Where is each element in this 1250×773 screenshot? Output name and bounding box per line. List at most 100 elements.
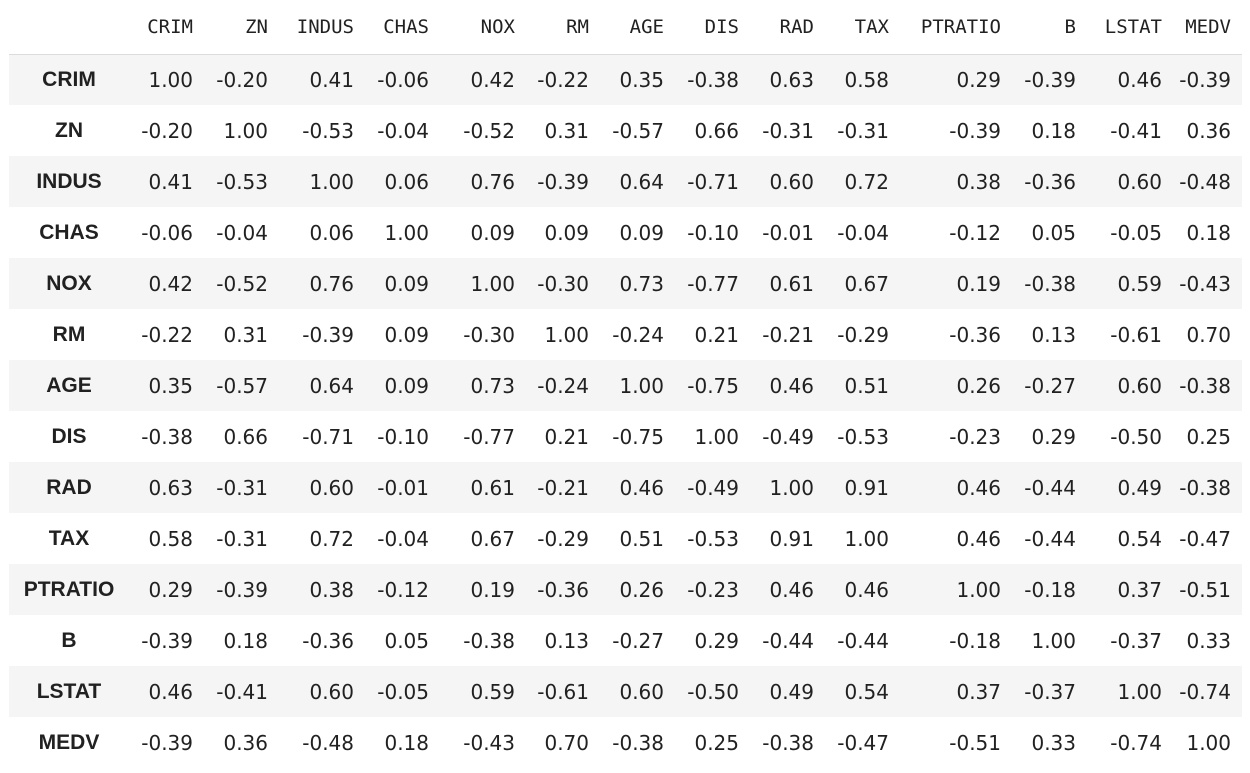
table-cell: -0.22 (537, 67, 589, 92)
table-cell: -0.52 (216, 271, 268, 296)
row-header: TAX (48, 526, 90, 550)
table-cell: 0.18 (1186, 220, 1231, 245)
table-cell: -0.22 (141, 322, 193, 347)
table-cell: 0.60 (1117, 169, 1162, 194)
table-cell: -0.41 (1110, 118, 1162, 143)
table-cell: -0.38 (463, 628, 515, 653)
table-cell: 0.29 (1031, 424, 1076, 449)
table-cell: 0.31 (223, 322, 268, 347)
table-cell: 0.72 (309, 526, 354, 551)
table-cell: 0.09 (619, 220, 664, 245)
table-cell: -0.37 (1024, 679, 1076, 704)
table-row: ZN -0.20 1.00 -0.53 -0.04 -0.52 0.31 -0.57 0.66-… (9, 105, 1242, 156)
row-header: RAD (46, 475, 92, 499)
table-cell: 0.61 (470, 475, 515, 500)
table-cell: -0.39 (1024, 67, 1076, 92)
table-cell: -0.23 (949, 424, 1001, 449)
table-cell: 0.60 (309, 475, 354, 500)
row-header: NOX (46, 271, 92, 295)
table-cell: 0.38 (309, 577, 354, 602)
table-cell: 1.00 (1117, 679, 1162, 704)
table-cell: 0.91 (844, 475, 889, 500)
header-row: CRIM ZN INDUS CHAS NOX RM AGE DIS RAD TA… (9, 0, 1242, 54)
table-cell: 0.49 (1117, 475, 1162, 500)
table-cell: 0.19 (956, 271, 1001, 296)
table-cell: 0.09 (470, 220, 515, 245)
table-cell: 1.00 (956, 577, 1001, 602)
table-cell: -0.24 (537, 373, 589, 398)
column-header-crim: CRIM (147, 15, 193, 38)
table-cell: -0.53 (216, 169, 268, 194)
table-cell: 0.60 (309, 679, 354, 704)
table-cell: 0.09 (384, 271, 429, 296)
table-cell: 0.46 (956, 475, 1001, 500)
table-cell: 1.00 (769, 475, 814, 500)
table-row: TAX 0.58 -0.31 0.72 -0.04 0.67 -0.29 0.51 -0.53 0… (9, 513, 1242, 564)
column-header-dis: DIS (704, 15, 739, 38)
column-header-lstat: LSTAT (1104, 15, 1162, 38)
table-cell: -0.29 (537, 526, 589, 551)
row-header: PTRATIO (23, 577, 115, 601)
table-cell: 0.64 (309, 373, 354, 398)
table-cell: -0.10 (687, 220, 739, 245)
table-cell: -0.18 (949, 628, 1001, 653)
table-cell: -0.04 (377, 118, 429, 143)
table-cell: 0.76 (309, 271, 354, 296)
table-cell: -0.31 (216, 475, 268, 500)
table-cell: 0.46 (1117, 67, 1162, 92)
table-row: RM -0.22 0.31 -0.39 0.09 -0.30 1.00 -0.24 0.21 -0… (9, 309, 1242, 360)
table-cell: -0.50 (1110, 424, 1162, 449)
table-cell: 0.70 (1186, 322, 1231, 347)
table-cell: -0.23 (687, 577, 739, 602)
table-cell: -0.05 (1110, 220, 1162, 245)
table-cell: 0.91 (769, 526, 814, 551)
table-cell: 0.25 (1186, 424, 1231, 449)
row-header: B (61, 628, 77, 652)
table-cell: 0.31 (544, 118, 589, 143)
table-cell: -0.36 (537, 577, 589, 602)
row-header: CHAS (39, 220, 99, 244)
table-cell: 0.37 (956, 679, 1001, 704)
table-cell: 0.51 (844, 373, 889, 398)
table-cell: 0.60 (1117, 373, 1162, 398)
table-row: PTRATIO 0.29 -0.39 0.38 -0.12 0.19 -0.36 0.26 -0… (9, 564, 1242, 615)
table-cell: 0.13 (544, 628, 589, 653)
table-cell: -0.04 (377, 526, 429, 551)
table-cell: 0.37 (1117, 577, 1162, 602)
column-header-medv: MEDV (1185, 15, 1231, 38)
table-cell: -0.38 (1179, 373, 1231, 398)
table-cell: 0.19 (470, 577, 515, 602)
table-cell: -0.18 (1024, 577, 1076, 602)
table-cell: -0.51 (1179, 577, 1231, 602)
table-cell: 0.58 (844, 67, 889, 92)
table-cell: 1.00 (544, 322, 589, 347)
table-cell: 0.66 (223, 424, 268, 449)
table-cell: 1.00 (619, 373, 664, 398)
column-header-tax: TAX (854, 15, 889, 38)
table-cell: 0.46 (619, 475, 664, 500)
table-cell: -0.30 (463, 322, 515, 347)
table-cell: -0.75 (612, 424, 664, 449)
table-cell: 0.33 (1186, 628, 1231, 653)
table-cell: -0.36 (302, 628, 354, 653)
table-cell: 1.00 (470, 271, 515, 296)
table-cell: -0.75 (687, 373, 739, 398)
table-cell: 0.54 (844, 679, 889, 704)
table-cell: 0.26 (956, 373, 1001, 398)
column-header-ptratio: PTRATIO (920, 15, 1001, 38)
table-cell: 0.46 (769, 577, 814, 602)
table-cell: -0.61 (1110, 322, 1162, 347)
table-cell: -0.31 (837, 118, 889, 143)
table-cell: -0.48 (1179, 169, 1231, 194)
table-cell: -0.21 (762, 322, 814, 347)
table-cell: -0.12 (949, 220, 1001, 245)
table-cell: 0.29 (148, 577, 193, 602)
column-header-rad: RAD (779, 15, 814, 38)
table-cell: 0.35 (619, 67, 664, 92)
table-cell: -0.21 (537, 475, 589, 500)
table-cell: 0.13 (1031, 322, 1076, 347)
table-cell: 0.60 (619, 679, 664, 704)
table-cell: -0.77 (687, 271, 739, 296)
table-cell: 0.42 (470, 67, 515, 92)
table-cell: -0.74 (1110, 730, 1162, 755)
